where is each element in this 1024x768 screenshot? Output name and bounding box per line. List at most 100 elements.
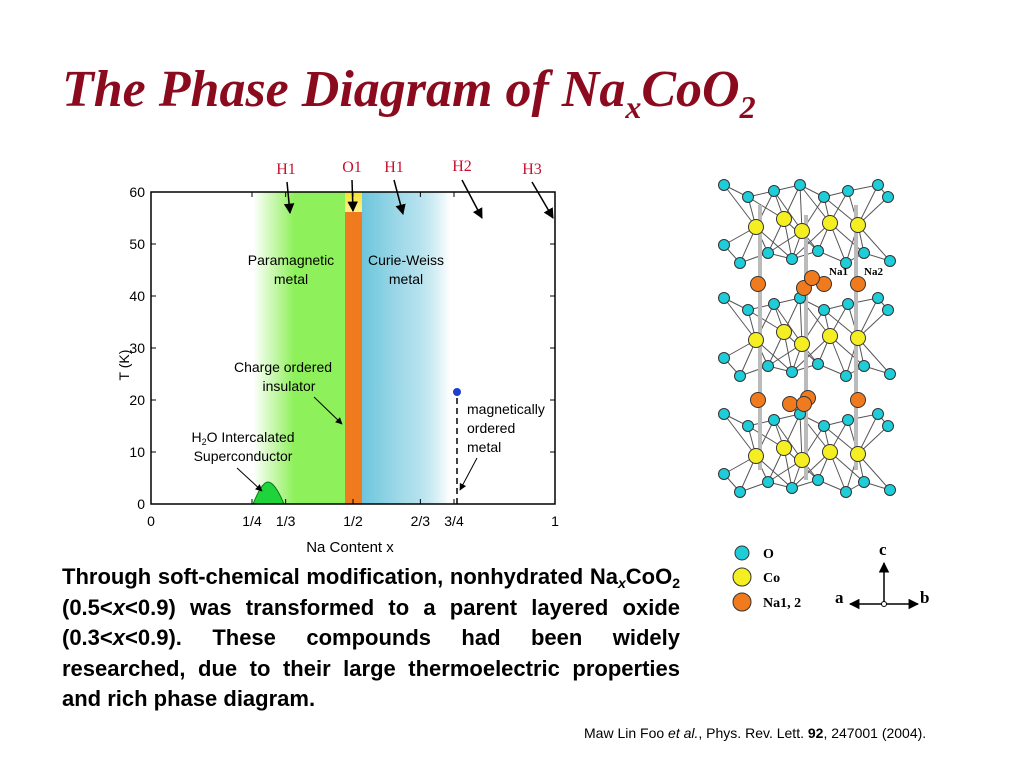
oxygen-atom (818, 304, 830, 316)
charge-ordered-label-2: insulator (263, 378, 316, 394)
sodium-legend-swatch (732, 592, 752, 612)
magnetic-label-3: metal (467, 439, 501, 455)
crystal-structure: Na1 Na2 (718, 179, 896, 498)
sodium-atom (850, 276, 866, 292)
magnetic-label-2: ordered (467, 420, 515, 436)
bond (791, 222, 831, 260)
cobalt-atom (794, 452, 810, 468)
crystal-axes: c a b (835, 540, 929, 610)
cobalt-legend-label: Co (763, 571, 780, 586)
cobalt-atom (822, 215, 838, 231)
crystal-atoms (718, 179, 896, 498)
cobalt-atom (850, 446, 866, 462)
oxygen-atom (768, 298, 780, 310)
oxygen-atom (762, 360, 774, 372)
x-tick-label: 3/4 (444, 513, 464, 529)
oxygen-atom (882, 420, 894, 432)
oxygen-atom (858, 476, 870, 488)
phase-label-arrows (283, 179, 554, 219)
oxygen-atom (882, 304, 894, 316)
x-axis-label: Na Content x (306, 539, 394, 556)
cobalt-atom (794, 336, 810, 352)
oxygen-atom (842, 298, 854, 310)
sodium-atom (750, 392, 766, 408)
atom-legend: O Co Na1, 2 (732, 545, 801, 612)
curie-weiss-label-2: metal (389, 271, 423, 287)
cobalt-atom (748, 219, 764, 235)
c-axis-label: c (879, 540, 887, 559)
oxygen-atom (818, 420, 830, 432)
sodium-legend-label: Na1, 2 (763, 596, 801, 611)
oxygen-atom (734, 257, 746, 269)
charge-ordered-region (345, 212, 362, 504)
axes-origin (881, 601, 887, 607)
x-tick-label: 1/2 (343, 513, 363, 529)
y-tick-label: 40 (129, 288, 145, 304)
slide-title: The Phase Diagram of NaxCoO2 (62, 61, 756, 125)
oxygen-atom (818, 191, 830, 203)
cobalt-atom (850, 330, 866, 346)
oxygen-atom (842, 185, 854, 197)
y-tick-label: 0 (137, 496, 145, 512)
oxygen-atom (718, 239, 730, 251)
bond (791, 451, 831, 489)
sodium-atom (782, 396, 798, 412)
phase-label-o1: O1 (342, 159, 362, 176)
oxygen-atom (718, 408, 730, 420)
cobalt-atom (748, 332, 764, 348)
y-tick-label: 50 (129, 236, 145, 252)
axis-ticks: 0 10 20 30 40 50 60 0 1/4 1/3 1/2 2/3 3/4 1 (129, 184, 559, 529)
bond (723, 184, 757, 228)
transition-point (453, 388, 461, 396)
oxygen-atom (786, 366, 798, 378)
superconducting-dome (252, 481, 285, 505)
oxygen-atom (884, 368, 896, 380)
title-subscript-x: x (625, 89, 642, 125)
bond (857, 337, 891, 375)
oxygen-atom (858, 360, 870, 372)
oxygen-atom (768, 414, 780, 426)
a-axis-label: a (835, 588, 844, 607)
y-tick-label: 10 (129, 444, 145, 460)
bond (857, 453, 891, 491)
sodium-atom (850, 392, 866, 408)
oxygen-atom (718, 352, 730, 364)
superconductor-arrow (236, 467, 263, 492)
y-tick-label: 20 (129, 392, 145, 408)
phase-label-h3: H3 (522, 161, 542, 178)
y-tick-label: 60 (129, 184, 145, 200)
superconductor-label-1: H2O Intercalated (191, 429, 294, 447)
structure-phase-labels: H1 O1 H1 H2 H3 (276, 158, 542, 178)
oxygen-atom (884, 255, 896, 267)
bond (857, 224, 891, 262)
cobalt-atom (776, 324, 792, 340)
cobalt-atom (748, 448, 764, 464)
oxygen-atom (858, 247, 870, 259)
cobalt-legend-swatch (732, 567, 752, 587)
arrow-h2 (461, 179, 483, 219)
oxygen-atom (742, 420, 754, 432)
sodium-atom (750, 276, 766, 292)
arrow-o1 (347, 179, 358, 213)
oxygen-legend-label: O (763, 547, 774, 562)
charge-ordered-label-1: Charge ordered (234, 359, 332, 375)
superconductor-label-2: Superconductor (194, 448, 293, 464)
oxygen-atom (812, 358, 824, 370)
curie-weiss-region (362, 192, 450, 504)
oxygen-atom (734, 370, 746, 382)
oxygen-atom (718, 468, 730, 480)
oxygen-atom (842, 414, 854, 426)
oxygen-atom (718, 179, 730, 191)
cobalt-atom (776, 211, 792, 227)
bond (723, 297, 757, 341)
title-tail: CoO (641, 61, 740, 118)
oxygen-atom (812, 474, 824, 486)
x-tick-label: 1/4 (242, 513, 262, 529)
oxygen-atom (872, 408, 884, 420)
phase-label-h2: H2 (452, 158, 472, 175)
description-paragraph: Through soft-chemical modification, nonh… (62, 564, 680, 711)
x-tick-label: 1 (551, 513, 559, 529)
paramagnetic-label-1: Paramagnetic (248, 252, 334, 268)
b-axis-label: b (920, 588, 929, 607)
